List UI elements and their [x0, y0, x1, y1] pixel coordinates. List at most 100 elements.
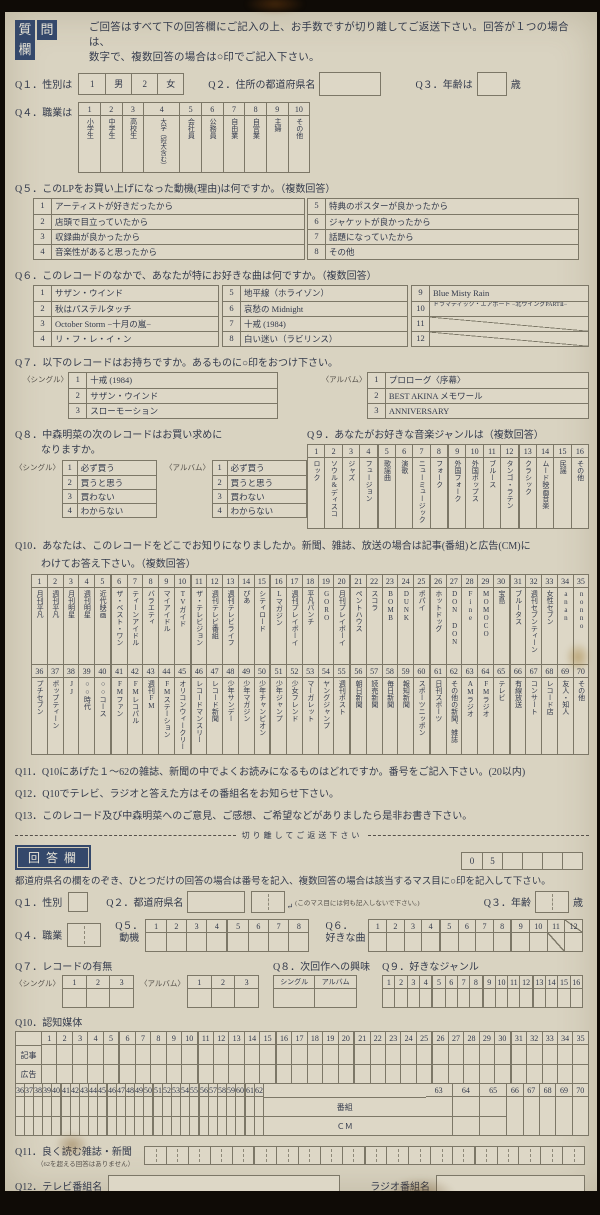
occupation-column: 3 高校生 [121, 102, 144, 172]
media-column: 23 BOMB [381, 574, 398, 664]
number-entry-box[interactable] [473, 1146, 497, 1164]
a-q12-radio-box[interactable] [436, 1174, 585, 1191]
media-column: 49 少年マガジン [237, 664, 254, 754]
answer-cell: 14 [243, 1031, 260, 1083]
media-column: 25 ポパイ [413, 574, 429, 664]
a-q3-suffix: 歳 [573, 898, 583, 910]
number-entry-box[interactable] [165, 1146, 188, 1164]
media-label: 友人・知人 [561, 679, 570, 715]
number-entry-box[interactable] [430, 1146, 452, 1164]
answer-cell: シングル [273, 976, 315, 1007]
media-label: マイアイドル [163, 589, 172, 632]
a-q10-label: Q10．認知媒体 [15, 1017, 83, 1029]
occupation-column: 5 会社員 [179, 102, 201, 172]
q6-song: 2 秋はパステルタッチ [34, 300, 218, 316]
genre-label: 演歌 [400, 459, 409, 474]
number-entry-box[interactable] [518, 1146, 540, 1164]
a-q8-label: Q８．次回作への興味 [272, 961, 371, 973]
media-column: 1 月刊平凡 [32, 575, 47, 664]
number-entry-box[interactable] [386, 1146, 408, 1164]
media-column: 22 スコラ [365, 574, 382, 664]
number-entry-box[interactable] [363, 1146, 387, 1164]
a-q6-label: Q６． 好きな曲 [325, 920, 366, 944]
number-entry-box[interactable] [231, 1146, 254, 1164]
media-column: 70 その他 [572, 664, 589, 754]
serial-cell[interactable] [502, 852, 522, 869]
number-entry-box[interactable] [298, 1146, 320, 1164]
answer-cell: 10 [494, 975, 508, 1007]
answer-cell: 1 [383, 976, 395, 1007]
q6-song: 9 Blue Misty Rain [412, 285, 588, 301]
answer-cell: 28 [463, 1031, 479, 1083]
media-column: 66 有線放送 [508, 664, 526, 754]
media-label: ポップティーン [51, 679, 60, 729]
q9-genre-table: 1 ロック 2 ソウル&ディスコ 3 ジャズ [307, 443, 589, 529]
media-column: 16 Lマガジン [269, 574, 286, 664]
a-q9-grid: 1 2 3 4 5 6 7 8 9 10 11 12 13 14 15 16 [382, 974, 583, 1008]
serial-cell[interactable] [542, 852, 562, 869]
serial-cell[interactable]: 0 [469, 855, 475, 866]
question-intro: ご回答はすべて下の回答欄にご記入の上、お手数ですが切り離してご返送下さい。回答が… [88, 22, 569, 64]
answer-instruction: 都道府県名の欄をのぞき、ひとつだけの回答の場合は番号を記入、複数回答の場合は該当… [15, 876, 551, 887]
q5-title: Q５．このLPをお買い上げになった動機(理由)は何ですか。（複数回答） [15, 183, 336, 195]
media-column: 21 ペントハウス [349, 574, 366, 664]
answer-cell: 15 [259, 1031, 275, 1083]
q3-age-box[interactable] [476, 71, 507, 96]
a-q10-band-2: 36 37 38 39 40 41 42 43 44 45 46 47 48 49 50 51 52 53 54 55… [15, 1083, 589, 1136]
number-entry-box[interactable] [540, 1146, 562, 1164]
a-q2-prefecture-box[interactable] [187, 890, 246, 913]
media-label: ザ・ベスト・ワン [115, 589, 124, 646]
media-label: JJ [67, 679, 76, 696]
media-column: 69 友人・知人 [556, 664, 573, 754]
number-entry-box[interactable] [341, 1146, 364, 1164]
q2-prefecture-box[interactable] [319, 71, 382, 96]
media-label: レコード店 [546, 679, 555, 715]
media-label: FMレコパル [131, 679, 140, 724]
media-label: 毎日新聞 [386, 679, 395, 708]
media-label: FMラジオ [482, 679, 491, 717]
answer-cell: 47 [116, 1083, 125, 1135]
media-label: マーガレット [306, 679, 315, 722]
a-q2-code-box[interactable] [251, 890, 286, 913]
answer-cell: 5 [226, 919, 248, 951]
number-entry-box[interactable] [209, 1146, 232, 1164]
media-column: 19 GORO [317, 574, 334, 664]
media-label: 週刊FM [147, 679, 156, 710]
answer-cell: 2 [56, 1031, 72, 1083]
answer-cell: 8 [150, 1031, 166, 1083]
occupation-column: 8 自営業 [244, 102, 266, 172]
a-q12-tv-box[interactable] [108, 1174, 341, 1191]
number-entry-box[interactable] [145, 1147, 166, 1164]
answer-cell: 36 [16, 1084, 24, 1135]
answer-cell: 32 [526, 1031, 542, 1083]
genre-column: 12 タンゴ・ラテン [500, 444, 518, 528]
a-q3-label: Q３．年齢 [483, 898, 531, 910]
number-entry-box[interactable] [408, 1146, 430, 1164]
answer-cell: 20 [337, 1031, 354, 1083]
media-label: レコードマンスリー [195, 679, 204, 743]
a-q2-label: Q２．都道府県名 [106, 898, 184, 910]
number-entry-box[interactable] [496, 1146, 519, 1164]
media-column: 7 ティーンアイドル [126, 574, 143, 664]
number-entry-box[interactable] [562, 1146, 584, 1164]
number-entry-box[interactable] [187, 1146, 210, 1164]
number-entry-box[interactable] [276, 1146, 298, 1164]
serial-cell[interactable] [562, 852, 582, 869]
a-q3-age-box[interactable] [535, 890, 569, 913]
serial-cell[interactable]: 5 [482, 852, 502, 869]
number-entry-box[interactable] [253, 1146, 276, 1164]
serial-cell[interactable] [522, 852, 542, 869]
badge-char: 問 [37, 20, 57, 40]
media-label: 有線放送 [514, 679, 523, 708]
media-column: 36 プチセブン [32, 665, 47, 754]
q12-text: Q12．Q10でテレビ、ラジオと答えた方はその番組名をお知らせ下さい。 [15, 788, 340, 800]
a-q1-box[interactable] [68, 891, 89, 912]
number-entry-box[interactable] [319, 1146, 342, 1164]
media-label: ペントハウス [355, 589, 364, 632]
answer-cell: 3 [185, 919, 207, 951]
a-q4-box[interactable] [67, 922, 102, 947]
number-entry-box[interactable] [451, 1146, 474, 1164]
media-label: 週刊テレビ番組 [211, 589, 220, 639]
media-label: 近代映画 [99, 589, 108, 618]
answer-cell: 57 [208, 1083, 217, 1135]
